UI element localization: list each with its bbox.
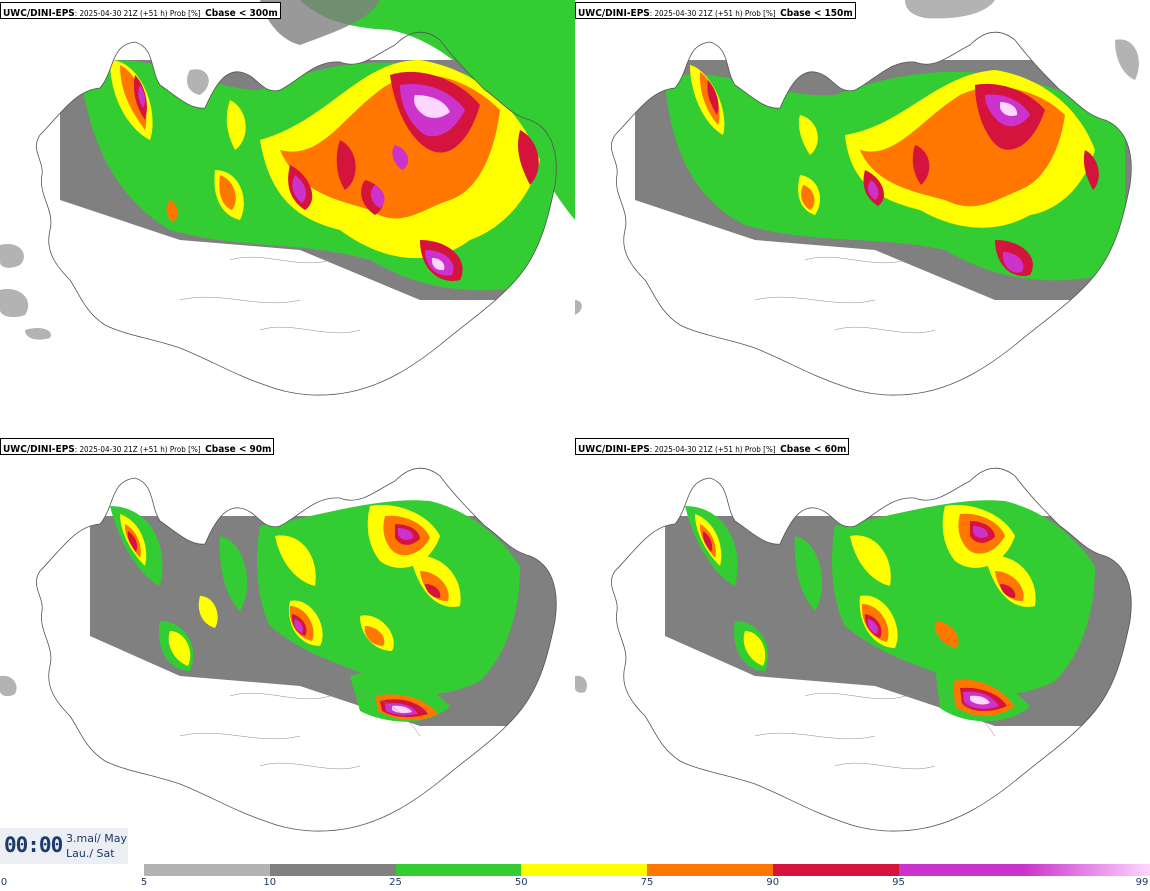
map-panel-cbase-300m: UWC/DINI-EPS: 2025-04-30 21Z (+51 h) Pro… [0, 0, 575, 436]
model-name: UWC/DINI-EPS [578, 444, 650, 455]
run-info: : 2025-04-30 21Z (+51 h) Prob [%] [649, 445, 776, 454]
model-name: UWC/DINI-EPS [3, 444, 75, 455]
colorbar-segment [772, 864, 899, 876]
map-panel-cbase-150m: UWC/DINI-EPS: 2025-04-30 21Z (+51 h) Pro… [575, 0, 1150, 436]
colorbar-tick-label: 90 [766, 877, 780, 888]
valid-date: 3.maí/ May Lau./ Sat [66, 831, 127, 861]
colorbar-segment [144, 864, 270, 876]
model-name: UWC/DINI-EPS [3, 8, 75, 19]
variable-label: Cbase < 60m [780, 444, 847, 455]
probability-colorbar [144, 864, 1150, 876]
run-info: : 2025-04-30 21Z (+51 h) Prob [%] [74, 445, 201, 454]
panel-title: UWC/DINI-EPS: 2025-04-30 21Z (+51 h) Pro… [575, 2, 856, 19]
colorbar-segment [521, 864, 647, 876]
colorbar-tick-label: 5 [140, 877, 148, 888]
run-info: : 2025-04-30 21Z (+51 h) Prob [%] [74, 9, 201, 18]
colorbar-tick-label: 50 [514, 877, 528, 888]
panel-title: UWC/DINI-EPS: 2025-04-30 21Z (+51 h) Pro… [0, 438, 275, 455]
probability-map [575, 0, 1139, 396]
probability-map [575, 467, 1132, 832]
colorbar-segment [269, 864, 396, 876]
colorbar-segment [898, 864, 1025, 876]
colorbar-tick-label: 25 [389, 877, 402, 888]
valid-date-line2: Lau./ Sat [66, 847, 115, 860]
map-panel-cbase-90m: UWC/DINI-EPS: 2025-04-30 21Z (+51 h) Pro… [0, 436, 575, 872]
colorbar-tick-label: 75 [640, 877, 654, 888]
colorbar-segment [1024, 864, 1150, 876]
colorbar-tick-label: 99 [1135, 877, 1149, 888]
probability-map [0, 0, 575, 396]
colorbar-segment [395, 864, 522, 876]
colorbar-tick-label: 0 [0, 877, 8, 888]
probability-map [0, 467, 557, 832]
model-name: UWC/DINI-EPS [578, 8, 650, 19]
panel-title: UWC/DINI-EPS: 2025-04-30 21Z (+51 h) Pro… [575, 438, 850, 455]
run-info: : 2025-04-30 21Z (+51 h) Prob [%] [649, 9, 776, 18]
panel-title: UWC/DINI-EPS: 2025-04-30 21Z (+51 h) Pro… [0, 2, 281, 19]
variable-label: Cbase < 150m [780, 8, 853, 19]
colorbar-tick-label: 10 [263, 877, 277, 888]
valid-time: 00:00 [4, 833, 63, 857]
valid-date-line1: 3.maí/ May [66, 832, 127, 845]
valid-time-box: 00:00 3.maí/ May Lau./ Sat [0, 828, 128, 864]
colorbar-segment [647, 864, 773, 876]
variable-label: Cbase < 90m [205, 444, 272, 455]
variable-label: Cbase < 300m [205, 8, 278, 19]
colorbar-tick-label: 95 [892, 877, 905, 888]
map-panel-cbase-60m: UWC/DINI-EPS: 2025-04-30 21Z (+51 h) Pro… [575, 436, 1150, 872]
